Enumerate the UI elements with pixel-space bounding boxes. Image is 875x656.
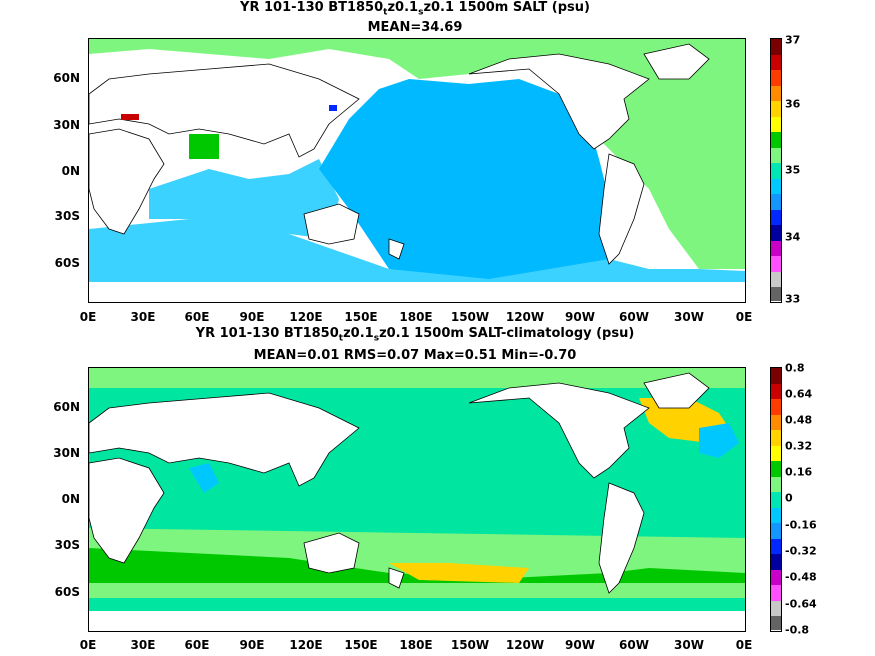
top-colorbar-label: 37 xyxy=(785,33,801,47)
bottom-lon-label: 120W xyxy=(505,638,545,652)
top-lon-label: 30E xyxy=(130,310,156,324)
bottom-colorbar-label: -0.16 xyxy=(785,518,817,532)
top-lon-label: 30W xyxy=(674,310,704,324)
bottom-lon-label: 30E xyxy=(130,638,156,652)
bottom-colorbar-label: 0.64 xyxy=(785,387,813,401)
bottom-lat-label: 30N xyxy=(53,446,80,460)
top-lat-label: 30N xyxy=(53,118,80,132)
bottom-colorbar-label: 0 xyxy=(785,491,793,505)
top-lon-label: 150E xyxy=(344,310,378,324)
top-lat-label: 30S xyxy=(54,209,80,223)
top-lat-label: 0N xyxy=(61,164,80,178)
bottom-lon-label: 180E xyxy=(399,638,433,652)
top-lat-label: 60S xyxy=(54,256,80,270)
bottom-lat-label: 30S xyxy=(54,538,80,552)
top-lon-label: 60E xyxy=(184,310,210,324)
bottom-map-stats: MEAN=0.01 RMS=0.07 Max=0.51 Min=-0.70 xyxy=(253,348,577,363)
bottom-lon-label: 0E xyxy=(79,638,97,652)
bottom-colorbar-label: 0.32 xyxy=(785,439,813,453)
bottom-lon-label: 30W xyxy=(674,638,704,652)
bottom-lon-label: 150E xyxy=(344,638,378,652)
bottom-colorbar-label: -0.8 xyxy=(785,623,810,637)
bottom-lon-label: 60E xyxy=(184,638,210,652)
bottom-lon-label: 90W xyxy=(565,638,595,652)
bottom-lat-label: 60N xyxy=(53,400,80,414)
bottom-map-title: YR 101-130 BT1850tz0.1sz0.1 1500m SALT-c… xyxy=(195,326,635,344)
bottom-lon-label: 0E xyxy=(735,638,753,652)
bottom-anomaly-map xyxy=(88,367,746,632)
top-map-title: YR 101-130 BT1850tz0.1sz0.1 1500m SALT (… xyxy=(240,0,590,18)
bottom-lat-label: 0N xyxy=(61,492,80,506)
bottom-colorbar xyxy=(770,367,782,632)
bottom-lat-label: 60S xyxy=(54,585,80,599)
top-lon-label: 0E xyxy=(735,310,753,324)
bottom-colorbar-label: 0.16 xyxy=(785,465,813,479)
top-lat-label: 60N xyxy=(53,71,80,85)
bottom-lon-label: 90E xyxy=(239,638,265,652)
bottom-colorbar-label: -0.64 xyxy=(785,597,817,611)
top-map-stats: MEAN=34.69 xyxy=(367,20,463,35)
top-lon-label: 120E xyxy=(289,310,323,324)
top-lon-label: 120W xyxy=(505,310,545,324)
top-salinity-map xyxy=(88,38,746,303)
top-colorbar-label: 35 xyxy=(785,163,801,177)
bottom-lon-label: 120E xyxy=(289,638,323,652)
top-lon-label: 60W xyxy=(619,310,649,324)
top-lon-label: 0E xyxy=(79,310,97,324)
top-lon-label: 90E xyxy=(239,310,265,324)
top-colorbar-label: 33 xyxy=(785,292,801,306)
top-colorbar-label: 34 xyxy=(785,230,801,244)
bottom-colorbar-label: -0.48 xyxy=(785,570,817,584)
bottom-colorbar-label: 0.8 xyxy=(785,361,805,375)
bottom-lon-label: 150W xyxy=(450,638,490,652)
bottom-lon-label: 60W xyxy=(619,638,649,652)
top-lon-label: 150W xyxy=(450,310,490,324)
bottom-colorbar-label: -0.32 xyxy=(785,544,817,558)
top-lon-label: 180E xyxy=(399,310,433,324)
top-lon-label: 90W xyxy=(565,310,595,324)
top-colorbar xyxy=(770,38,782,303)
bottom-colorbar-label: 0.48 xyxy=(785,413,813,427)
top-colorbar-label: 36 xyxy=(785,97,801,111)
